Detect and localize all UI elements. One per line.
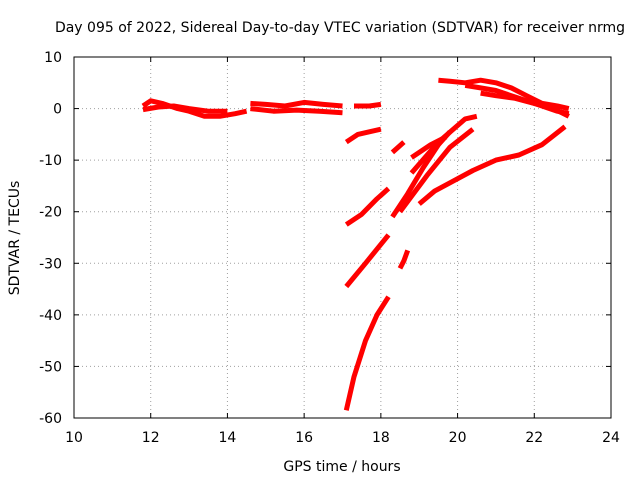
y-tick-label: -40: [39, 308, 62, 324]
x-axis-label: GPS time / hours: [283, 459, 400, 475]
series-trace-12: [409, 113, 478, 175]
series-trace-2: [142, 103, 228, 114]
series-trace-17: [344, 233, 391, 289]
y-tick-label: 10: [44, 50, 62, 66]
series-trace-5: [354, 101, 382, 109]
y-tick-label: -30: [39, 256, 62, 272]
y-tick-label: -10: [39, 153, 62, 169]
y-tick-label: -50: [39, 359, 62, 375]
series-trace-9: [344, 126, 382, 145]
series-trace-3: [250, 99, 343, 109]
x-tick-label: 10: [65, 430, 83, 446]
series-trace-15: [417, 124, 567, 206]
series-trace-6: [438, 77, 570, 112]
x-tick-label: 24: [602, 430, 620, 446]
y-tick-label: 0: [53, 102, 62, 118]
x-tick-label: 16: [295, 430, 313, 446]
y-axis-label: SDTVAR / TECUs: [7, 181, 23, 296]
series-trace-13: [390, 130, 452, 219]
series-trace-16: [344, 186, 391, 227]
chart-title: Day 095 of 2022, Sidereal Day-to-day VTE…: [55, 20, 625, 36]
x-tick-label: 20: [449, 430, 467, 446]
series-trace-14: [397, 127, 475, 214]
series-trace-8: [480, 90, 570, 119]
x-tick-label: 14: [219, 430, 237, 446]
series-trace-10: [390, 140, 406, 155]
tick-labels: 10 12 14 16 18 20 22 24 -60 -50 -40 -30 -20 -10 0 10: [39, 50, 620, 446]
y-tick-label: -60: [39, 411, 62, 427]
series-trace-4: [250, 106, 343, 116]
series-trace-1: [141, 98, 248, 119]
series-trace-18: [397, 249, 411, 270]
y-tick-label: -20: [39, 205, 62, 221]
plot-frame: [73, 56, 612, 419]
data-traces: [141, 77, 570, 411]
x-tick-label: 12: [142, 430, 160, 446]
x-tick-label: 18: [372, 430, 390, 446]
series-trace-19: [343, 295, 391, 411]
x-tick-label: 22: [525, 430, 543, 446]
axis-ticks: [73, 56, 612, 419]
